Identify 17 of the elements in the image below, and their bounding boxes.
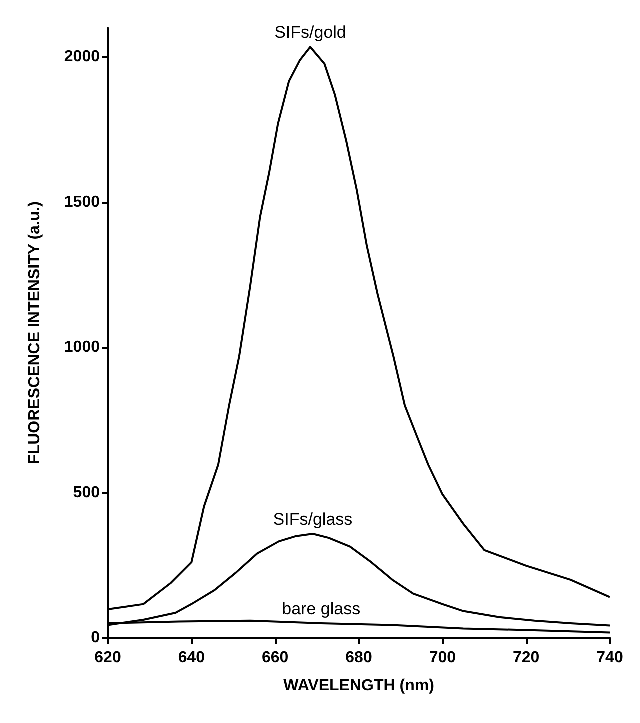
x-axis-title: WAVELENGTH (nm) — [284, 678, 434, 694]
y-tick-label: 1000 — [64, 339, 100, 356]
x-tick-label: 740 — [596, 650, 624, 666]
x-tick-label: 620 — [94, 650, 122, 666]
series-label: bare glass — [282, 599, 361, 618]
x-tick-label: 700 — [429, 650, 456, 666]
y-tick-label: 1500 — [64, 194, 100, 211]
x-tick-label: 640 — [178, 650, 206, 666]
series-label: SIFs/glass — [273, 510, 353, 530]
y-tick-label: 0 — [91, 630, 100, 646]
y-tick-label: 2000 — [64, 48, 100, 66]
series-label: SIFs/gold — [274, 23, 346, 42]
x-tick-label: 660 — [262, 650, 289, 666]
y-tick-label: 500 — [73, 484, 100, 502]
x-tick-label: 720 — [512, 650, 540, 666]
y-axis-title: FLUORESCENCE INTENSITY (a.u.) — [26, 202, 44, 464]
x-tick-label: 680 — [346, 650, 372, 666]
